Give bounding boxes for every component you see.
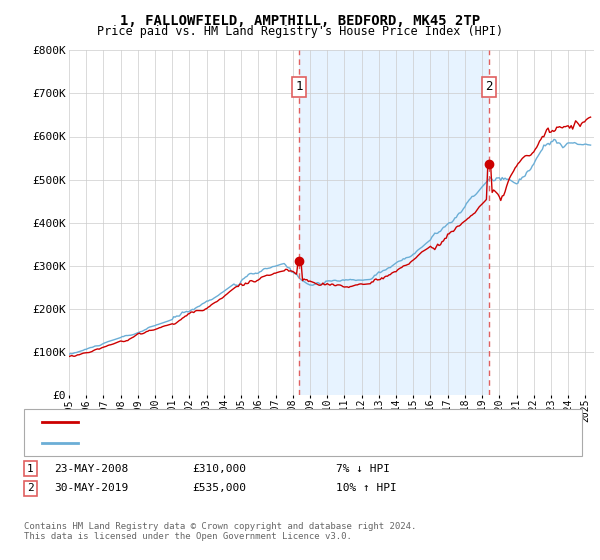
Text: 2: 2 <box>27 483 34 493</box>
Text: Price paid vs. HM Land Registry's House Price Index (HPI): Price paid vs. HM Land Registry's House … <box>97 25 503 38</box>
Text: 7% ↓ HPI: 7% ↓ HPI <box>336 464 390 474</box>
Text: 1: 1 <box>27 464 34 474</box>
Text: 1, FALLOWFIELD, AMPTHILL, BEDFORD, MK45 2TP (detached house): 1, FALLOWFIELD, AMPTHILL, BEDFORD, MK45 … <box>84 417 444 427</box>
Text: £535,000: £535,000 <box>192 483 246 493</box>
Text: HPI: Average price, detached house, Central Bedfordshire: HPI: Average price, detached house, Cent… <box>84 438 420 448</box>
Text: 1, FALLOWFIELD, AMPTHILL, BEDFORD, MK45 2TP: 1, FALLOWFIELD, AMPTHILL, BEDFORD, MK45 … <box>120 14 480 28</box>
Text: 10% ↑ HPI: 10% ↑ HPI <box>336 483 397 493</box>
Text: £310,000: £310,000 <box>192 464 246 474</box>
Text: 2: 2 <box>485 81 493 94</box>
Bar <box>299 50 489 395</box>
Text: Contains HM Land Registry data © Crown copyright and database right 2024.
This d: Contains HM Land Registry data © Crown c… <box>24 522 416 542</box>
Text: 23-MAY-2008: 23-MAY-2008 <box>54 464 128 474</box>
Text: 1: 1 <box>296 81 303 94</box>
Text: 30-MAY-2019: 30-MAY-2019 <box>54 483 128 493</box>
